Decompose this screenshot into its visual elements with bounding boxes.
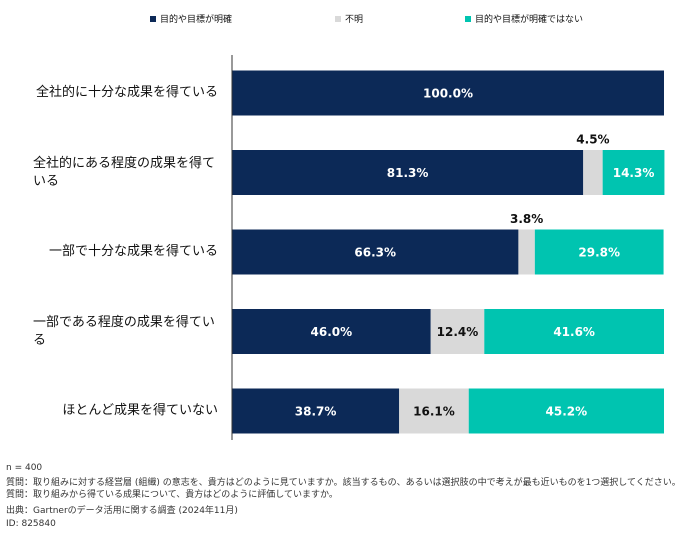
data-label: 81.3% [387, 166, 429, 180]
bar-segment [232, 309, 431, 354]
data-label: 66.3% [354, 246, 396, 260]
legend-swatch [150, 16, 156, 22]
data-label: 46.0% [311, 325, 353, 339]
bar-segment [602, 150, 665, 195]
footnote: n = 400 [6, 463, 43, 473]
data-label: 29.8% [578, 246, 620, 260]
category-label: 一部である程度の成果を得ている [33, 314, 215, 348]
legend-swatch [335, 16, 341, 22]
category-label: 全社的に十分な成果を得ている [35, 85, 218, 100]
data-label: 3.8% [510, 212, 543, 226]
category-label: 一部で十分な成果を得ている [48, 244, 218, 259]
category-label: ほとんど成果を得ていない [62, 403, 218, 418]
data-label: 14.3% [613, 166, 655, 180]
bar-segment [232, 70, 664, 116]
bar-segment [583, 150, 603, 195]
data-label: 16.1% [413, 405, 455, 419]
legend-label: 目的や目標が明確ではない [475, 13, 583, 25]
bar-segment [399, 388, 469, 434]
footnote: 質問：取り組みに対する経営層 (組織) の意志を、貴方はどのように見ていますか。… [6, 478, 681, 488]
footnote: 質問：取り組みから得ている成果について、貴方はどのように評価していますか。 [6, 490, 338, 500]
bar-segment [468, 388, 664, 434]
bar-segment [484, 309, 664, 354]
data-label: 4.5% [576, 133, 609, 147]
category-label: 全社的にある程度の成果を得ている [33, 155, 216, 189]
legend-label: 目的や目標が明確 [160, 13, 232, 25]
bar-segment [232, 229, 519, 275]
data-label: 12.4% [437, 325, 479, 339]
legend-label: 不明 [345, 14, 363, 25]
footnote: ID: 825840 [6, 519, 56, 529]
data-label: 38.7% [295, 405, 337, 419]
legend-swatch [465, 16, 471, 22]
bar-segment [518, 229, 535, 275]
bar-segment [430, 309, 485, 354]
data-label: 41.6% [553, 325, 595, 339]
bar-segment [232, 150, 584, 195]
bar-segment [232, 388, 400, 434]
data-label: 45.2% [546, 405, 588, 419]
bar-segment [534, 229, 664, 275]
data-label: 100.0% [423, 87, 473, 101]
footnote: 出典：Gartnerのデータ活用に関する調査 (2024年11月) [6, 506, 238, 516]
